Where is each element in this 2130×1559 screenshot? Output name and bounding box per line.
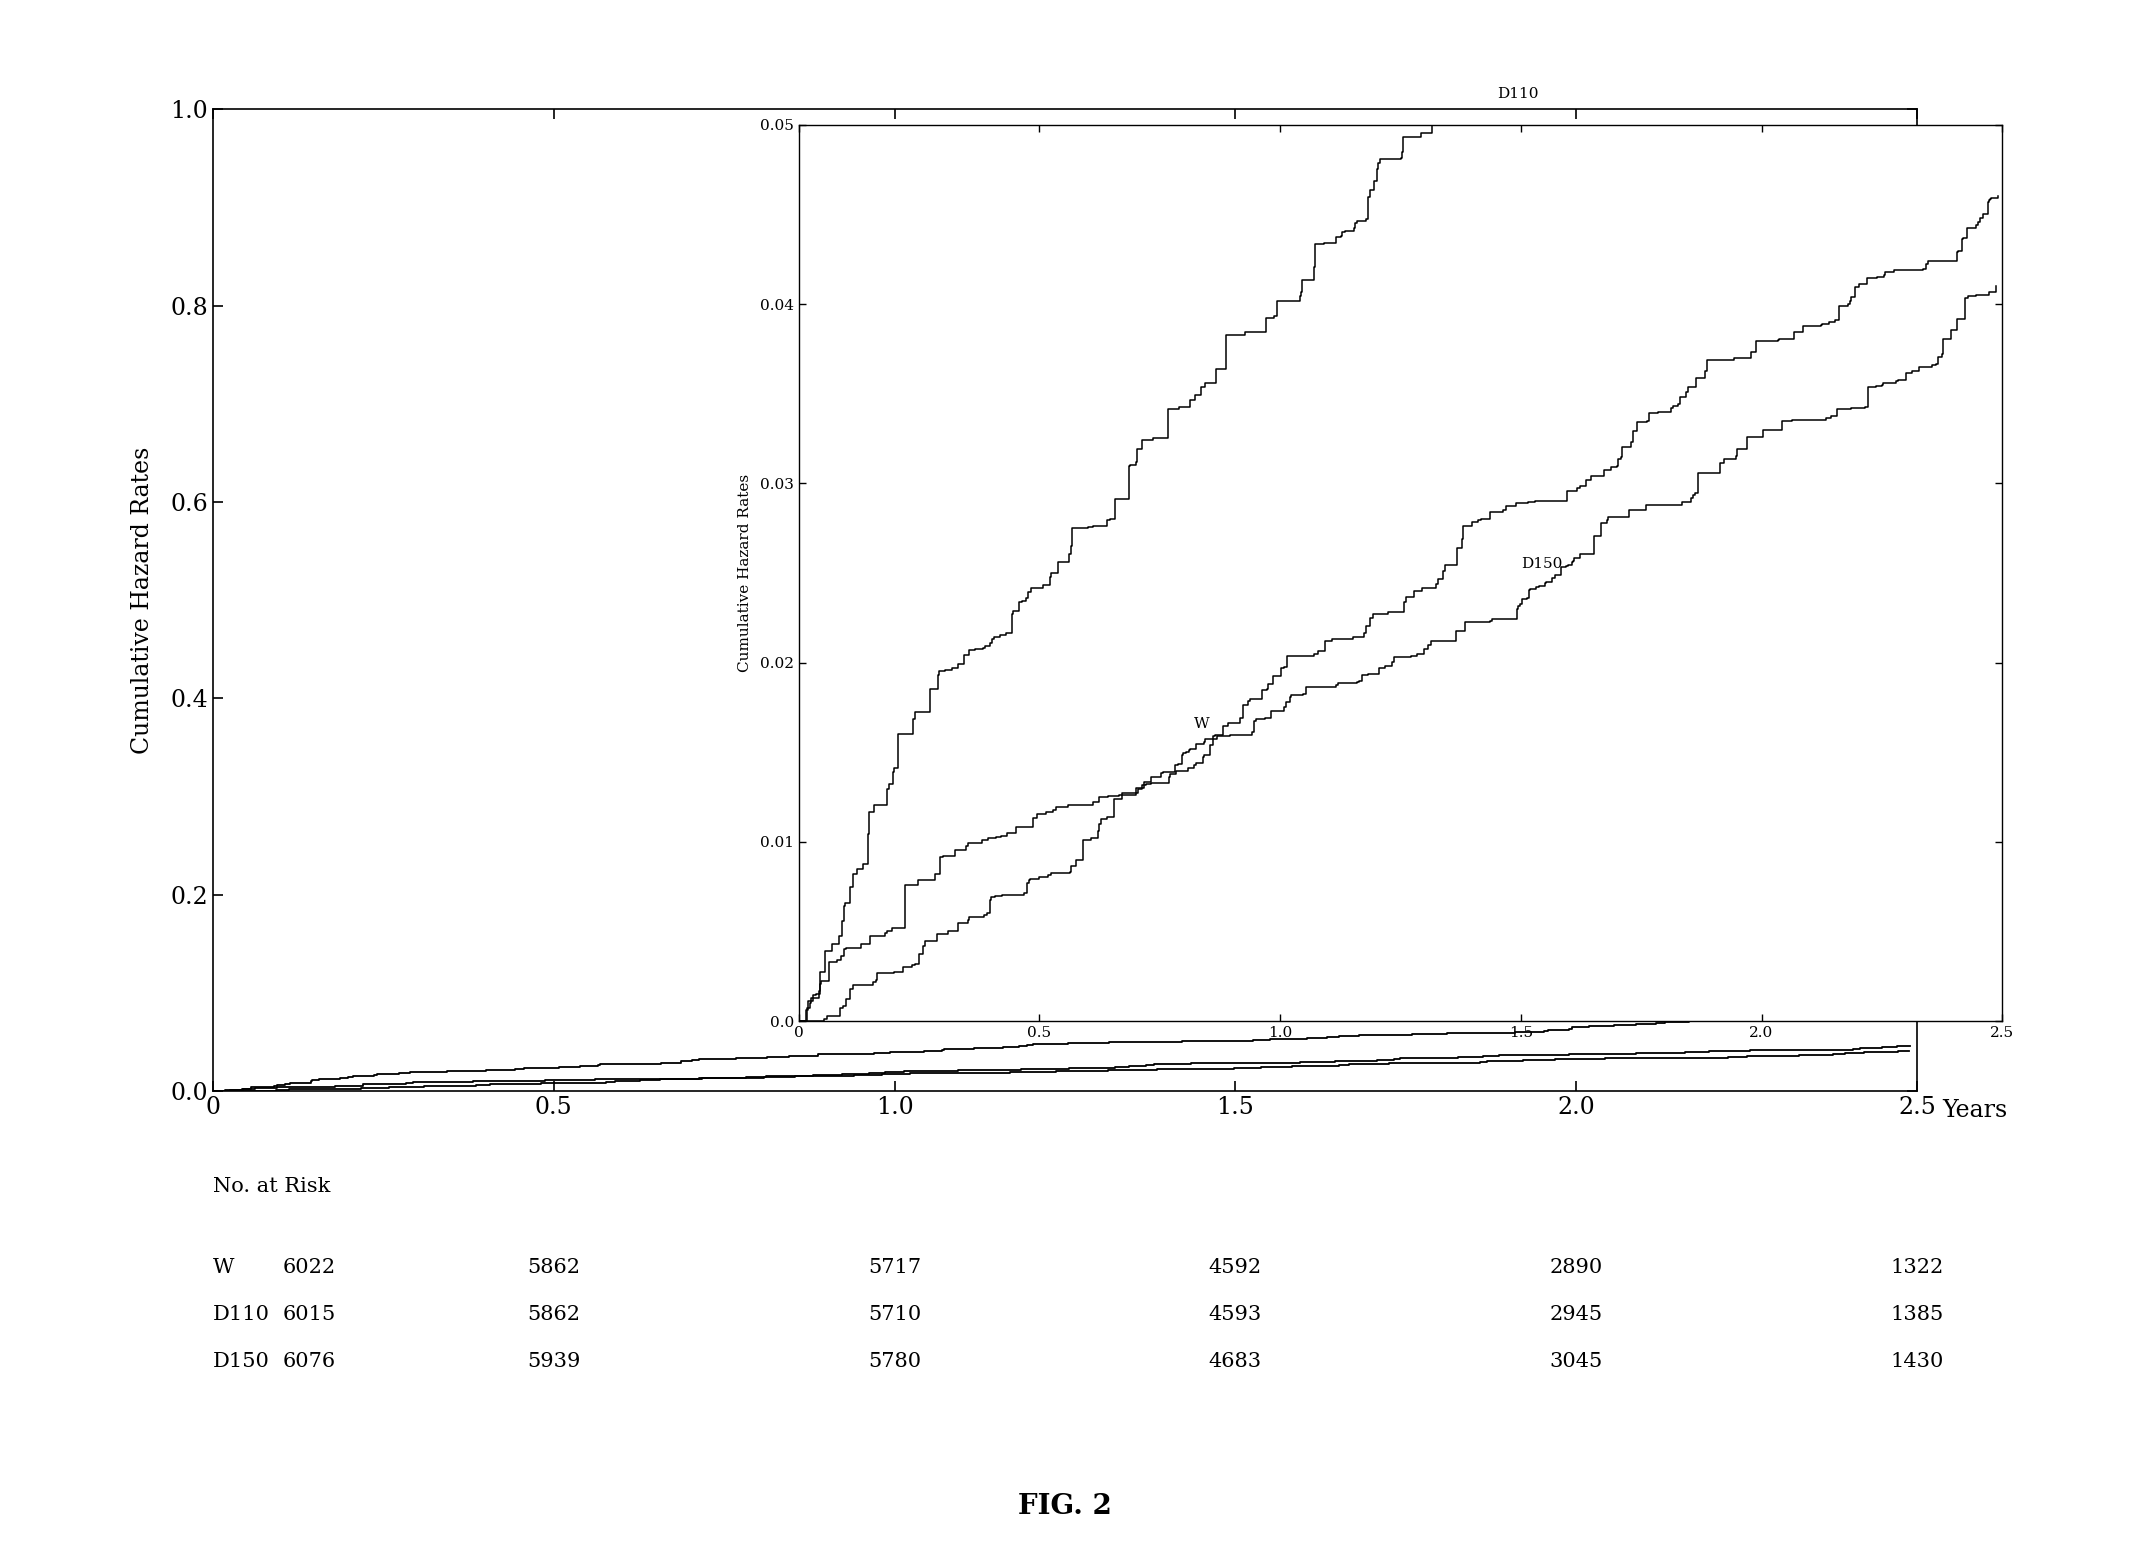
Text: No. at Risk: No. at Risk (213, 1177, 330, 1196)
Text: 5939: 5939 (526, 1352, 581, 1370)
Text: 1385: 1385 (1891, 1305, 1943, 1324)
Text: D110: D110 (213, 1305, 271, 1324)
Text: 5780: 5780 (869, 1352, 920, 1370)
Text: Years: Years (1943, 1099, 2009, 1122)
Text: 1430: 1430 (1889, 1352, 1945, 1370)
Text: D150: D150 (1521, 557, 1561, 571)
Text: 5862: 5862 (528, 1305, 579, 1324)
Text: D150: D150 (213, 1352, 271, 1370)
Text: 1322: 1322 (1891, 1258, 1943, 1277)
Text: 4593: 4593 (1208, 1305, 1261, 1324)
Text: 4592: 4592 (1210, 1258, 1261, 1277)
Text: 5717: 5717 (869, 1258, 920, 1277)
Y-axis label: Cumulative Hazard Rates: Cumulative Hazard Rates (130, 446, 153, 755)
Text: 5710: 5710 (869, 1305, 922, 1324)
Text: 2945: 2945 (1551, 1305, 1602, 1324)
Y-axis label: Cumulative Hazard Rates: Cumulative Hazard Rates (737, 474, 752, 672)
Text: FIG. 2: FIG. 2 (1018, 1494, 1112, 1520)
Text: 6022: 6022 (283, 1258, 334, 1277)
Text: 4683: 4683 (1210, 1352, 1261, 1370)
Text: W: W (213, 1258, 234, 1277)
Text: 3045: 3045 (1551, 1352, 1604, 1370)
Text: 2890: 2890 (1551, 1258, 1604, 1277)
Text: W: W (1193, 717, 1210, 731)
Text: D110: D110 (1497, 87, 1538, 101)
Text: 6076: 6076 (283, 1352, 334, 1370)
Text: 5862: 5862 (528, 1258, 579, 1277)
Text: 6015: 6015 (281, 1305, 337, 1324)
